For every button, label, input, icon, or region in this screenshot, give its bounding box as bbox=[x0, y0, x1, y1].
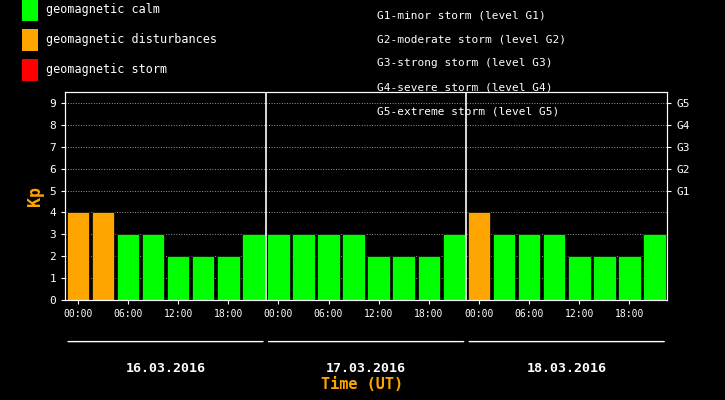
Text: 16.03.2016: 16.03.2016 bbox=[125, 362, 206, 375]
Text: Time (UT): Time (UT) bbox=[321, 377, 404, 392]
Bar bbox=[543, 234, 566, 300]
Bar bbox=[192, 256, 215, 300]
Text: G1-minor storm (level G1): G1-minor storm (level G1) bbox=[377, 10, 546, 20]
Bar bbox=[318, 234, 340, 300]
Bar bbox=[292, 234, 315, 300]
Bar bbox=[67, 212, 89, 300]
Bar bbox=[242, 234, 265, 300]
Text: 18.03.2016: 18.03.2016 bbox=[526, 362, 607, 375]
Bar bbox=[141, 234, 165, 300]
Text: geomagnetic disturbances: geomagnetic disturbances bbox=[46, 34, 218, 46]
Bar bbox=[342, 234, 365, 300]
Bar bbox=[91, 212, 114, 300]
Bar bbox=[167, 256, 189, 300]
Y-axis label: Kp: Kp bbox=[26, 186, 44, 206]
Bar bbox=[442, 234, 465, 300]
Bar bbox=[493, 234, 515, 300]
Bar bbox=[618, 256, 641, 300]
Text: G3-strong storm (level G3): G3-strong storm (level G3) bbox=[377, 58, 552, 68]
Text: G4-severe storm (level G4): G4-severe storm (level G4) bbox=[377, 82, 552, 92]
Text: geomagnetic storm: geomagnetic storm bbox=[46, 64, 167, 76]
Bar bbox=[468, 212, 490, 300]
Text: geomagnetic calm: geomagnetic calm bbox=[46, 4, 160, 16]
Bar bbox=[217, 256, 239, 300]
Bar bbox=[593, 256, 616, 300]
Bar bbox=[418, 256, 440, 300]
Bar bbox=[267, 234, 290, 300]
Bar bbox=[392, 256, 415, 300]
Bar bbox=[117, 234, 139, 300]
Bar bbox=[368, 256, 390, 300]
Bar bbox=[568, 256, 591, 300]
Text: G2-moderate storm (level G2): G2-moderate storm (level G2) bbox=[377, 34, 566, 44]
Text: 17.03.2016: 17.03.2016 bbox=[326, 362, 406, 375]
Bar bbox=[518, 234, 540, 300]
Text: G5-extreme storm (level G5): G5-extreme storm (level G5) bbox=[377, 106, 559, 116]
Bar bbox=[643, 234, 666, 300]
